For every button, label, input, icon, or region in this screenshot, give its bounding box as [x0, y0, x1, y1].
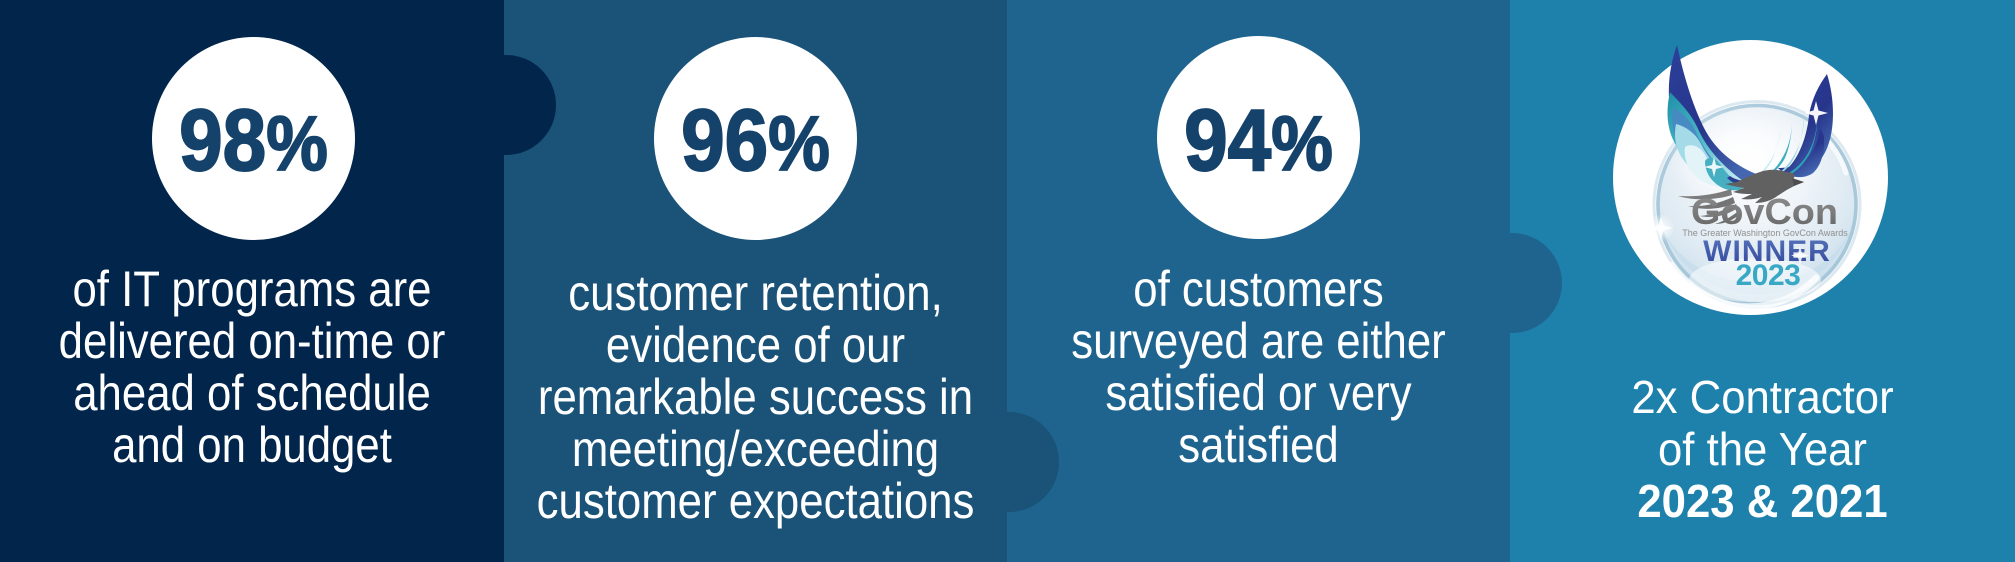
svg-text:GovCon: GovCon [1691, 192, 1838, 232]
svg-text:The Greater Washington GovCon: The Greater Washington GovCon Awards [1682, 228, 1848, 238]
svg-text:WINNER: WINNER [1703, 235, 1831, 268]
svg-text:2023: 2023 [1736, 259, 1801, 292]
